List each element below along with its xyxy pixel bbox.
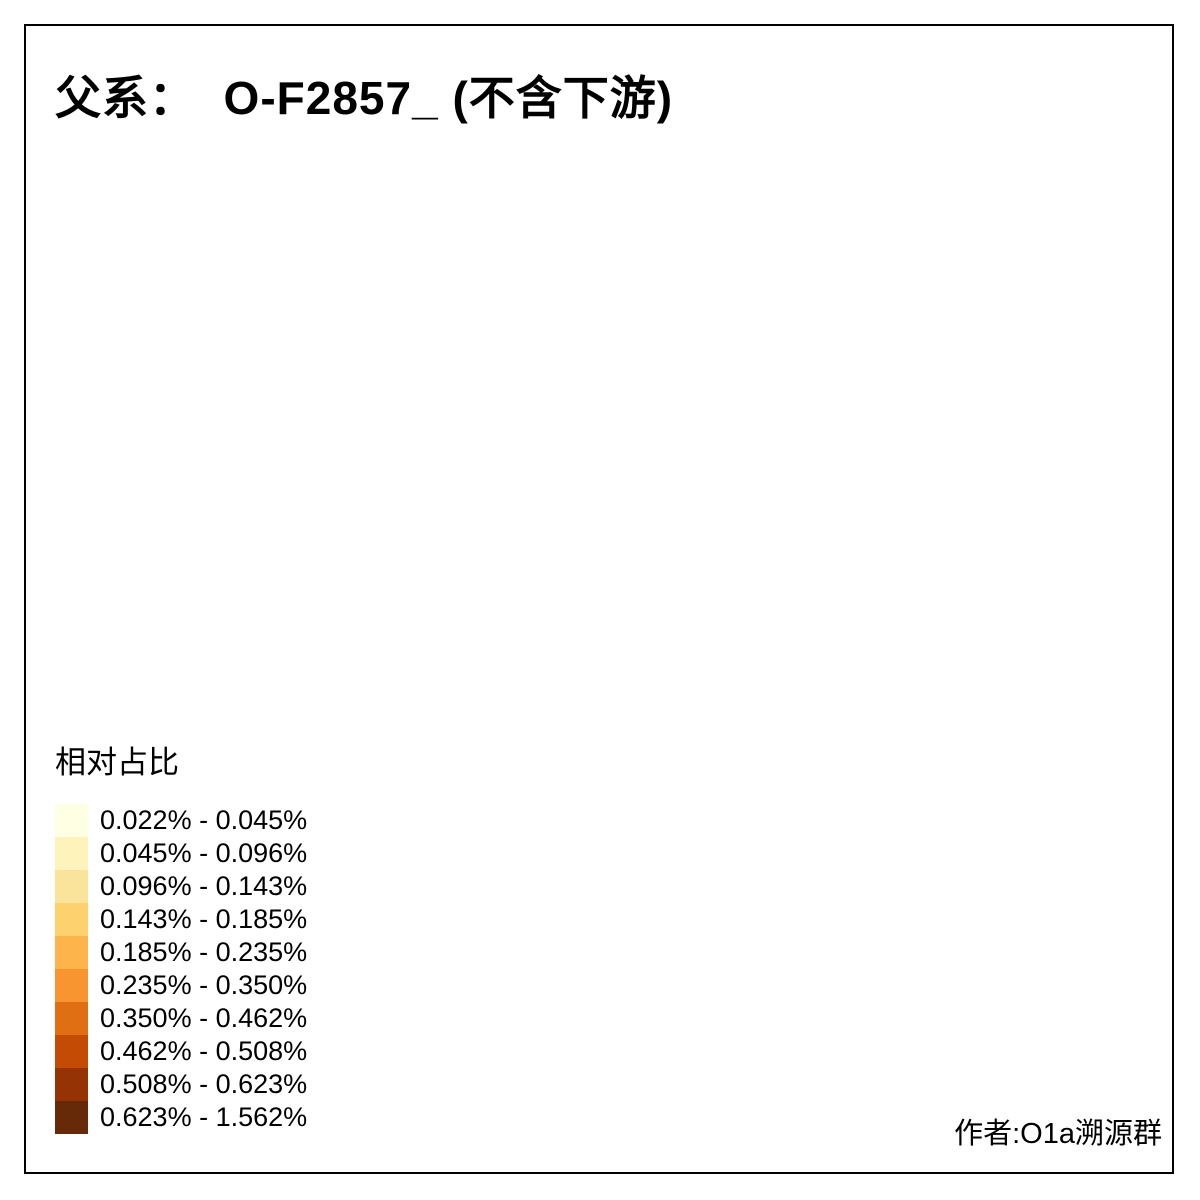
legend: 相对占比 0.022% - 0.045% 0.045% - 0.096% 0.096… [55,746,307,1134]
legend-label: 0.235% - 0.350% [100,970,308,1000]
legend-title: 相对占比 [55,745,179,780]
legend-row: 0.235% - 0.350% [55,969,307,1002]
legend-label: 0.623% - 1.562% [100,1102,308,1132]
legend-label: 0.045% - 0.096% [100,838,308,868]
legend-label: 0.462% - 0.508% [100,1036,308,1066]
legend-label: 0.022% - 0.045% [100,805,308,835]
legend-row: 0.045% - 0.096% [55,837,307,870]
legend-label: 0.185% - 0.235% [100,937,308,967]
legend-row: 0.350% - 0.462% [55,1002,307,1035]
legend-swatch [55,1002,88,1035]
legend-swatch [55,936,88,969]
legend-row: 0.096% - 0.143% [55,870,307,903]
legend-row: 0.185% - 0.235% [55,936,307,969]
legend-row: 0.462% - 0.508% [55,1035,307,1068]
legend-row: 0.022% - 0.045% [55,804,307,837]
legend-swatch [55,969,88,1002]
legend-label: 0.143% - 0.185% [100,904,308,934]
page-title: 父系： O-F2857_ (不含下游) [55,72,674,124]
legend-row: 0.508% - 0.623% [55,1068,307,1101]
legend-swatch [55,1101,88,1134]
legend-swatch [55,837,88,870]
legend-swatch [55,903,88,936]
legend-label: 0.350% - 0.462% [100,1003,308,1033]
legend-rows: 0.022% - 0.045% 0.045% - 0.096% 0.096% - 0… [55,804,307,1134]
author-credit: 作者:O1a溯源群 [954,1118,1162,1150]
legend-label: 0.508% - 0.623% [100,1069,308,1099]
legend-swatch [55,1035,88,1068]
legend-row: 0.143% - 0.185% [55,903,307,936]
plot-frame [24,24,1174,1174]
legend-row: 0.623% - 1.562% [55,1101,307,1134]
legend-swatch [55,870,88,903]
legend-swatch [55,804,88,837]
legend-label: 0.096% - 0.143% [100,871,308,901]
legend-swatch [55,1068,88,1101]
